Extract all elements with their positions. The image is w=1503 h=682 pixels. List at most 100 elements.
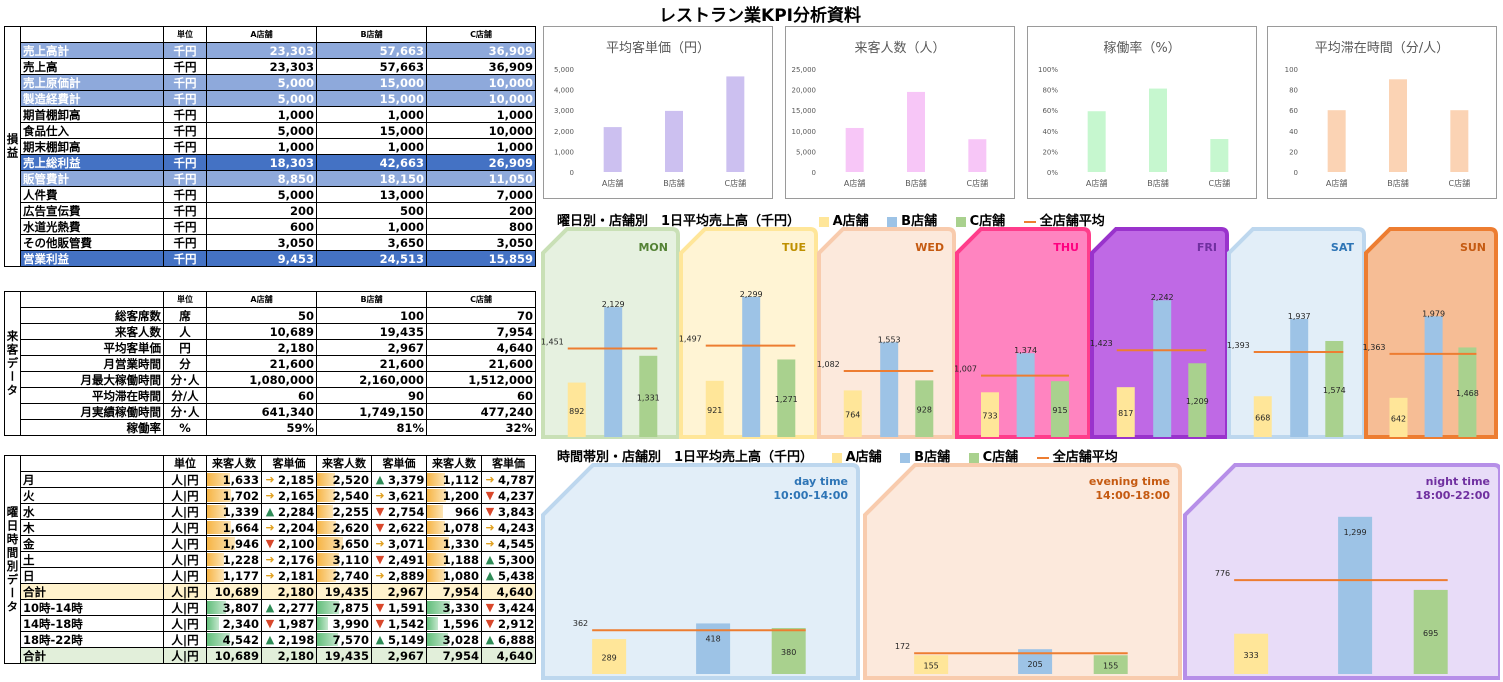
dt-row: 10時-14時 人|円 3,807 ▲ 2,277 7,875 ▼ 1,591 3,330 ▼ 3,… (5, 599, 536, 616)
dt-header-row: 曜日時間別データ 単位 来客人数 客単価 来客人数 客単価 来客人数 客単価 (4, 455, 536, 664)
data-bar (427, 473, 446, 486)
dt-visitors-cell: 2,740 (316, 567, 372, 584)
pl-row-unit: 千円 (163, 90, 207, 107)
pl-row-label: 販管費計 (20, 170, 164, 187)
pl-value-a: 600 (206, 218, 317, 235)
arrow-down-icon: ▼ (375, 616, 385, 630)
pl-row: 水道光熱費 千円 600 1,000 800 (5, 218, 536, 235)
dt-row: 合計 人|円 10,689 2,180 19,435 2,967 7,954 4,640 (5, 583, 536, 600)
kpi-tick-label: 0 (812, 169, 816, 177)
dt-header-cell: 来客人数 (426, 455, 482, 472)
chart-bar (1290, 318, 1309, 437)
pl-row-unit: 千円 (163, 138, 207, 155)
dt-price-cell: ▲ 6,888 (481, 631, 536, 648)
kpi-tick-label: 100 (1285, 66, 1298, 74)
chart-bar (1325, 340, 1344, 437)
dt-value: 3,807 (222, 600, 259, 615)
dt-value: 3,621 (388, 488, 425, 503)
pl-row-label: 広告宣伝費 (20, 202, 164, 219)
average-value-label: 172 (895, 642, 910, 651)
dt-visitors-cell: 2,255 (316, 503, 372, 520)
legend2-c: C店舗 (982, 450, 1019, 465)
pl-header-cell: C店舗 (426, 26, 536, 43)
kpi-tick-label: 4,000 (554, 87, 574, 95)
pl-row: 期首棚卸高 千円 1,000 1,000 1,000 (5, 106, 536, 123)
pl-value-a: 1,000 (206, 106, 317, 123)
kpi-tick-label: 2,000 (554, 128, 574, 136)
kpi-bar (1450, 110, 1469, 172)
pl-row-label: 期末棚卸高 (20, 138, 164, 155)
legend-avg: 全店舗平均 (1039, 214, 1105, 229)
arrow-right-icon: ➜ (265, 472, 275, 486)
bar-value-label: 2,299 (740, 290, 763, 299)
data-bar (317, 617, 329, 630)
dt-visitors-cell: 2,340 (206, 615, 262, 632)
pl-value-a: 5,000 (206, 186, 317, 203)
dt-price-cell: ▲ 2,277 (261, 599, 317, 616)
dt-value: 2,181 (278, 568, 315, 583)
average-value-label: 362 (573, 619, 588, 628)
dt-price-cell: ➜ 2,185 (261, 471, 317, 488)
legend-a-swatch (818, 216, 829, 227)
kpi-bar (1149, 88, 1167, 172)
dt-visitors-cell: 3,330 (426, 599, 482, 616)
dt-value: 1,987 (278, 616, 315, 631)
dt-visitors-cell: 1,228 (206, 551, 262, 568)
dt-value: 1,188 (442, 552, 479, 567)
dt-value: 7,875 (332, 600, 369, 615)
dt-value: 5,300 (498, 552, 535, 567)
pl-value-b: 24,513 (316, 250, 427, 267)
bar-value-label: 764 (845, 411, 860, 420)
pl-value-b: 15,000 (316, 90, 427, 107)
visit-row-label: 月営業時間 (20, 355, 164, 372)
data-bar (207, 521, 231, 534)
kpi-tick-label: 40% (1042, 128, 1058, 136)
legend2-b-swatch (900, 452, 911, 463)
dt-value: 3,330 (442, 600, 479, 615)
chart-bar (1116, 387, 1135, 437)
pl-row: 売上高 千円 23,303 57,663 36,909 (5, 58, 536, 75)
dt-visitors-cell: 1,177 (206, 567, 262, 584)
pl-value-c: 3,050 (426, 234, 536, 251)
kpi-tick-label: 15,000 (792, 107, 817, 115)
chart-bar (1016, 353, 1035, 437)
visit-value-a: 2,180 (206, 339, 317, 356)
data-bar (317, 505, 334, 518)
kpi-bar (1327, 110, 1346, 172)
kpi-tick-label: 1,000 (554, 148, 574, 156)
dt-row-label: 10時-14時 (20, 599, 164, 616)
dt-visitors-cell: 7,875 (316, 599, 372, 616)
dt-price-cell: ▼ 4,237 (481, 487, 536, 504)
dt-price-cell: ➜ 4,243 (481, 519, 536, 536)
pl-row: 売上高計 千円 23,303 57,663 36,909 (5, 42, 536, 59)
bar-value-label: 928 (917, 406, 932, 415)
dt-price-cell: ➜ 4,787 (481, 471, 536, 488)
pl-row-label: 水道光熱費 (20, 218, 164, 235)
chart-bar (1188, 363, 1207, 437)
arrow-up-icon: ▲ (375, 632, 385, 646)
dt-price-cell: ➜ 2,176 (261, 551, 317, 568)
dt-visitors-cell: 2,520 (316, 471, 372, 488)
panel-category-label: SAT (1331, 241, 1355, 254)
dt-value: 2,889 (388, 568, 425, 583)
dt-row: 火人|円 1,702 ➜ 2,165 2,540 ➜ 3,621 1,200 ▼ 4,237 (5, 487, 536, 504)
dt-value: 966 (454, 504, 479, 519)
dt-value: 2,491 (388, 552, 425, 567)
arrow-down-icon: ▼ (375, 520, 385, 534)
dt-value: 1,542 (388, 616, 425, 631)
visit-value-c: 4,640 (426, 339, 536, 356)
dt-value: 1,664 (222, 520, 259, 535)
kpi-chart-title: 稼働率（%） (1103, 41, 1181, 56)
data-bar (427, 601, 450, 614)
data-bar (207, 633, 231, 646)
visit-header-cell: A店舗 (206, 291, 317, 308)
arrow-up-icon: ▲ (485, 568, 495, 582)
panel-category-label: WED (915, 241, 944, 254)
data-bar (317, 633, 339, 646)
pl-value-c: 10,000 (426, 122, 536, 139)
dt-visitors-cell: 2,620 (316, 519, 372, 536)
dt-row: 水人|円 1,339 ▲ 2,284 2,255 ▼ 2,754 966 ▼ 3,843 (5, 503, 536, 520)
dt-header-cell: 単位 (163, 455, 207, 472)
visit-value-b: 90 (316, 387, 427, 404)
bar-value-label: 1,271 (775, 395, 798, 404)
